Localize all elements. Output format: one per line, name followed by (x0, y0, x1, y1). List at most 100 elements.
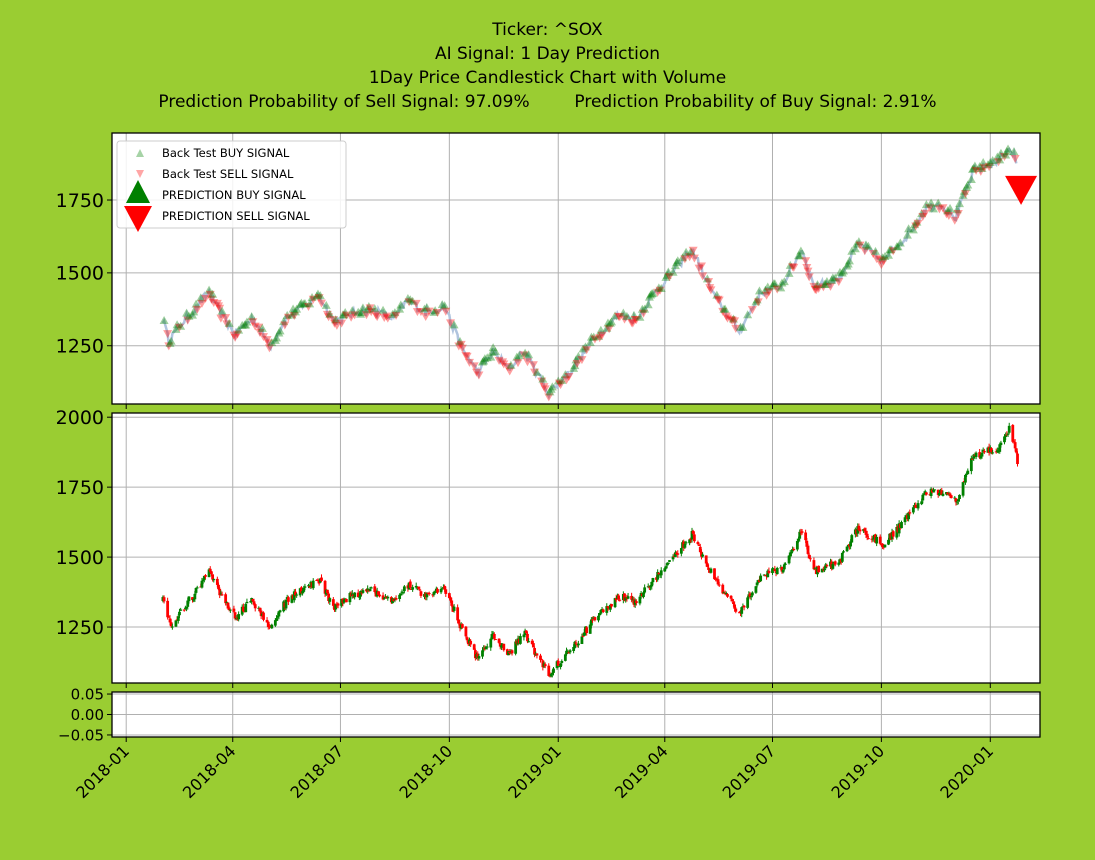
candle-body (201, 579, 205, 582)
candle-body (742, 605, 746, 608)
candle-body (489, 638, 493, 648)
sell-signal-marker (855, 241, 865, 250)
buy-probability: Prediction Probability of Buy Signal: 2.… (574, 92, 937, 112)
candle-body (750, 592, 754, 596)
sell-signal-marker (638, 309, 648, 318)
sell-signal-marker (979, 164, 989, 173)
buy-signal-marker (820, 279, 830, 288)
buy-signal-marker (364, 302, 374, 311)
buy-signal-marker (646, 290, 656, 299)
data-layer (159, 144, 1038, 402)
candle-body (798, 531, 802, 539)
buy-signal-marker (880, 251, 890, 260)
buy-signal-marker (506, 360, 516, 369)
candle-body (733, 604, 737, 609)
candle-body (292, 591, 296, 601)
buy-signal-marker (736, 322, 746, 331)
candle-body (608, 604, 612, 610)
sell-signal-marker (322, 310, 332, 319)
candle-body (524, 630, 528, 634)
buy-signal-marker (347, 306, 357, 315)
candle-body (447, 593, 451, 599)
candle-body (348, 593, 352, 603)
sell-signal-marker (665, 273, 675, 282)
buy-signal-marker (970, 161, 980, 170)
buy-signal-marker (605, 318, 615, 327)
candle-body (729, 595, 733, 599)
candle-body (582, 632, 586, 636)
title-chart-type: 1Day Price Candlestick Chart with Volume (368, 68, 727, 88)
candle-body (659, 570, 663, 576)
sell-signal-marker (371, 311, 381, 320)
sell-signal-marker (628, 319, 638, 328)
candle-body (704, 555, 708, 564)
candle-body (755, 582, 759, 586)
candle-body (195, 587, 199, 589)
candle-body (617, 595, 621, 600)
sell-signal-marker (631, 316, 641, 325)
candle-body (258, 607, 262, 612)
buy-signal-marker (955, 199, 965, 208)
candle-body (955, 501, 959, 503)
candle-body (464, 626, 468, 637)
candle-body (691, 530, 695, 534)
candle-body (1007, 425, 1011, 433)
candle-body (522, 634, 526, 638)
sell-signal-marker (804, 273, 814, 282)
buy-signal-marker (305, 299, 315, 308)
buy-signal-marker (926, 198, 936, 207)
buy-signal-marker (850, 244, 860, 253)
candle-body (965, 473, 969, 475)
candle-body (707, 567, 710, 570)
buy-signal-marker (165, 338, 175, 347)
buy-signal-marker (287, 310, 297, 319)
buy-signal-marker (686, 247, 696, 256)
sell-signal-marker (762, 291, 772, 300)
candle-body (883, 544, 887, 548)
buy-signal-marker (187, 310, 197, 319)
sell-signal-marker (705, 284, 715, 293)
candle-body (323, 580, 327, 594)
buy-signal-marker (720, 304, 730, 313)
buy-signal-marker (171, 324, 181, 333)
candle-body (394, 598, 398, 600)
x-tick-label: 2019-10 (828, 741, 889, 802)
buy-signal-marker (629, 310, 639, 319)
sell-signal-marker (614, 312, 624, 321)
sell-signal-marker (934, 205, 944, 214)
candle-body (526, 633, 529, 642)
y-tick-label: 0.05 (71, 685, 104, 703)
candle-body (782, 564, 786, 570)
buy-signal-marker (975, 162, 985, 171)
candle-body (194, 588, 198, 593)
candle-body (634, 601, 638, 604)
candle-body (897, 523, 901, 534)
buy-signal-marker (996, 148, 1006, 157)
candle-body (439, 588, 443, 593)
sell-signal-marker (221, 314, 231, 323)
candle-body (881, 543, 884, 548)
sell-signal-marker (879, 257, 889, 266)
buy-signal-marker (640, 304, 650, 313)
buy-signal-marker (512, 352, 522, 361)
candle-body (227, 607, 231, 611)
sell-signal-marker (350, 311, 360, 320)
candle-body (518, 636, 522, 644)
plot-frame (111, 691, 1041, 738)
buy-signal-marker (983, 160, 993, 169)
candle-body (722, 592, 726, 594)
buy-signal-marker (339, 310, 349, 319)
buy-signal-marker (242, 317, 252, 326)
buy-signal-marker (307, 293, 317, 302)
buy-signal-marker (422, 303, 432, 312)
candle-body (589, 619, 593, 626)
sell-signal-marker (494, 356, 504, 365)
candle-body (730, 599, 734, 602)
candle-body (225, 602, 229, 604)
candle-body (539, 655, 542, 660)
candle-body (709, 568, 713, 573)
buy-signal-marker (189, 307, 199, 316)
sell-signal-marker (999, 152, 1009, 161)
sell-signal-marker (469, 362, 479, 371)
volume-panel: 0.05 0.00 −0.05 (58, 685, 1041, 744)
